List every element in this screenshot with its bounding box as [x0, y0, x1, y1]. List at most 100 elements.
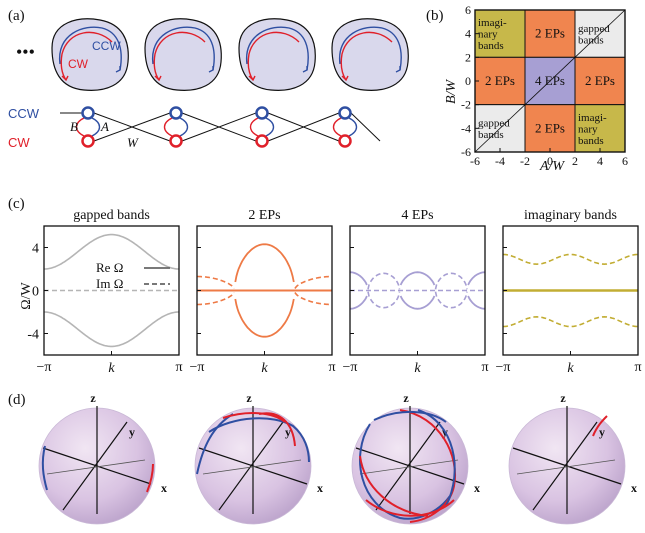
phase-region-text: 2 EPs: [485, 73, 515, 88]
z-axis-label: z: [403, 391, 409, 405]
x-axis-label: x: [317, 481, 323, 495]
band-xlabel: k: [261, 361, 268, 376]
phase-region-text: 2 EPs: [535, 26, 565, 41]
phase-y-tick-label: 4: [465, 27, 471, 41]
y-axis-label: y: [129, 425, 135, 439]
phase-region-text: gapped: [578, 23, 610, 35]
trajectory-curve: [196, 413, 234, 475]
equator-axis: [202, 459, 302, 475]
coupling-chain: B A W: [60, 106, 381, 150]
x-axis-label: x: [161, 481, 167, 495]
diagonal-line: [574, 9, 626, 58]
coupling-w-line: [267, 112, 340, 142]
legend-im-label: Im Ω: [96, 276, 123, 291]
y-axis-label: y: [285, 425, 291, 439]
band-y-tick-label: -4: [27, 328, 39, 343]
ccw-node: [338, 106, 352, 120]
band-re-lower: [44, 311, 179, 348]
equator-axis: [516, 459, 616, 475]
cw-arrowhead: [341, 75, 349, 82]
cw-mode-arc: [153, 31, 206, 81]
band-xlabel: k: [567, 361, 574, 376]
band-re-upper: [349, 271, 486, 286]
y-axis: [62, 421, 128, 511]
band-im-lower: [503, 315, 638, 328]
cw-chain-label: CW: [8, 135, 30, 150]
phase-ylabel: B/W: [444, 79, 459, 104]
cw-node: [81, 134, 95, 148]
phase-region-mid-left: [474, 56, 526, 106]
intra-coupling-b: [332, 117, 342, 137]
y-axis: [375, 421, 441, 511]
band-re-lower: [234, 298, 295, 338]
cw-mode-arc: [340, 31, 393, 81]
ccw-mode-arc: [59, 26, 122, 71]
band-x-tick-label: π: [175, 360, 182, 375]
band-plots: gapped bands −π π k 4 0 -4 Re ΩIm Ω 2 EPs −π π k 4 E…: [27, 208, 641, 376]
band-y-tick-label: 0: [32, 285, 39, 300]
bloch-sphere: zyx: [508, 391, 637, 525]
phase-y-tick-label: -4: [461, 121, 471, 135]
y-axis: [218, 421, 284, 511]
x-axis-label: x: [631, 481, 637, 495]
phase-x-tick-label: 2: [572, 154, 578, 168]
ccw-mode-arc: [339, 26, 402, 71]
panel-c-label: (c): [8, 196, 25, 212]
phase-y-tick-label: -2: [461, 98, 471, 112]
cw-mode-arc: [247, 31, 300, 81]
trajectory-curve: [417, 409, 456, 507]
phase-region-text: 2 EPs: [535, 120, 565, 135]
band-re-lower: [349, 295, 486, 310]
band-ylabel: Ω/W: [19, 281, 34, 309]
diagonal-line: [524, 57, 576, 105]
ccw-node: [81, 106, 95, 120]
ccw-chain-label: CCW: [8, 106, 40, 121]
cw-node: [338, 134, 352, 148]
coupling-b-label: B: [70, 119, 78, 134]
ccw-node: [255, 106, 269, 120]
x-axis: [42, 447, 152, 485]
bloch-sphere: zyx: [38, 391, 167, 525]
trajectory-curve: [208, 417, 310, 463]
coupling-w-line: [93, 112, 171, 142]
trajectory-curve: [222, 412, 286, 423]
trajectory-curve: [359, 423, 451, 520]
trajectory-curve: [373, 410, 447, 423]
trajectory-curve: [359, 455, 429, 517]
phase-y-tick-label: 6: [465, 3, 471, 17]
band-im-lower: [197, 292, 332, 306]
band-x-tick-label: π: [634, 360, 641, 375]
band-x-tick-label: −π: [190, 360, 205, 375]
band-x-tick-label: π: [328, 360, 335, 375]
x-axis: [198, 447, 308, 485]
ccw-arrowhead: [302, 66, 308, 73]
intra-coupling-a: [179, 117, 189, 137]
trajectory-curve: [365, 499, 455, 517]
phase-region-text: bands: [478, 129, 504, 141]
intra-coupling-a: [265, 117, 275, 137]
resonator-disk: [51, 18, 129, 91]
phase-x-tick-label: 0: [547, 154, 553, 168]
intra-coupling-b: [249, 117, 259, 137]
y-axis: [532, 421, 598, 511]
ccw-arrowhead: [395, 66, 401, 73]
resonator-disk: [238, 18, 316, 91]
bloch-sphere: zyx: [351, 391, 480, 525]
band-x-tick-label: π: [481, 360, 488, 375]
band-title: 4 EPs: [401, 208, 433, 223]
band-x-tick-label: −π: [37, 360, 52, 375]
cw-arrowhead: [154, 75, 162, 82]
band-title: gapped bands: [73, 208, 150, 223]
ccw-disk-label: CCW: [92, 39, 121, 53]
ccw-arrowhead: [208, 66, 214, 73]
panel-a-label: (a): [8, 8, 25, 24]
band-xlabel: k: [414, 361, 421, 376]
phase-x-tick-label: 6: [622, 154, 628, 168]
coupling-w-label: W: [127, 135, 139, 150]
trajectory-curve: [146, 463, 154, 493]
band-im-upper: [197, 275, 332, 289]
x-axis: [355, 447, 465, 485]
phase-x-tick-label: -2: [520, 154, 530, 168]
